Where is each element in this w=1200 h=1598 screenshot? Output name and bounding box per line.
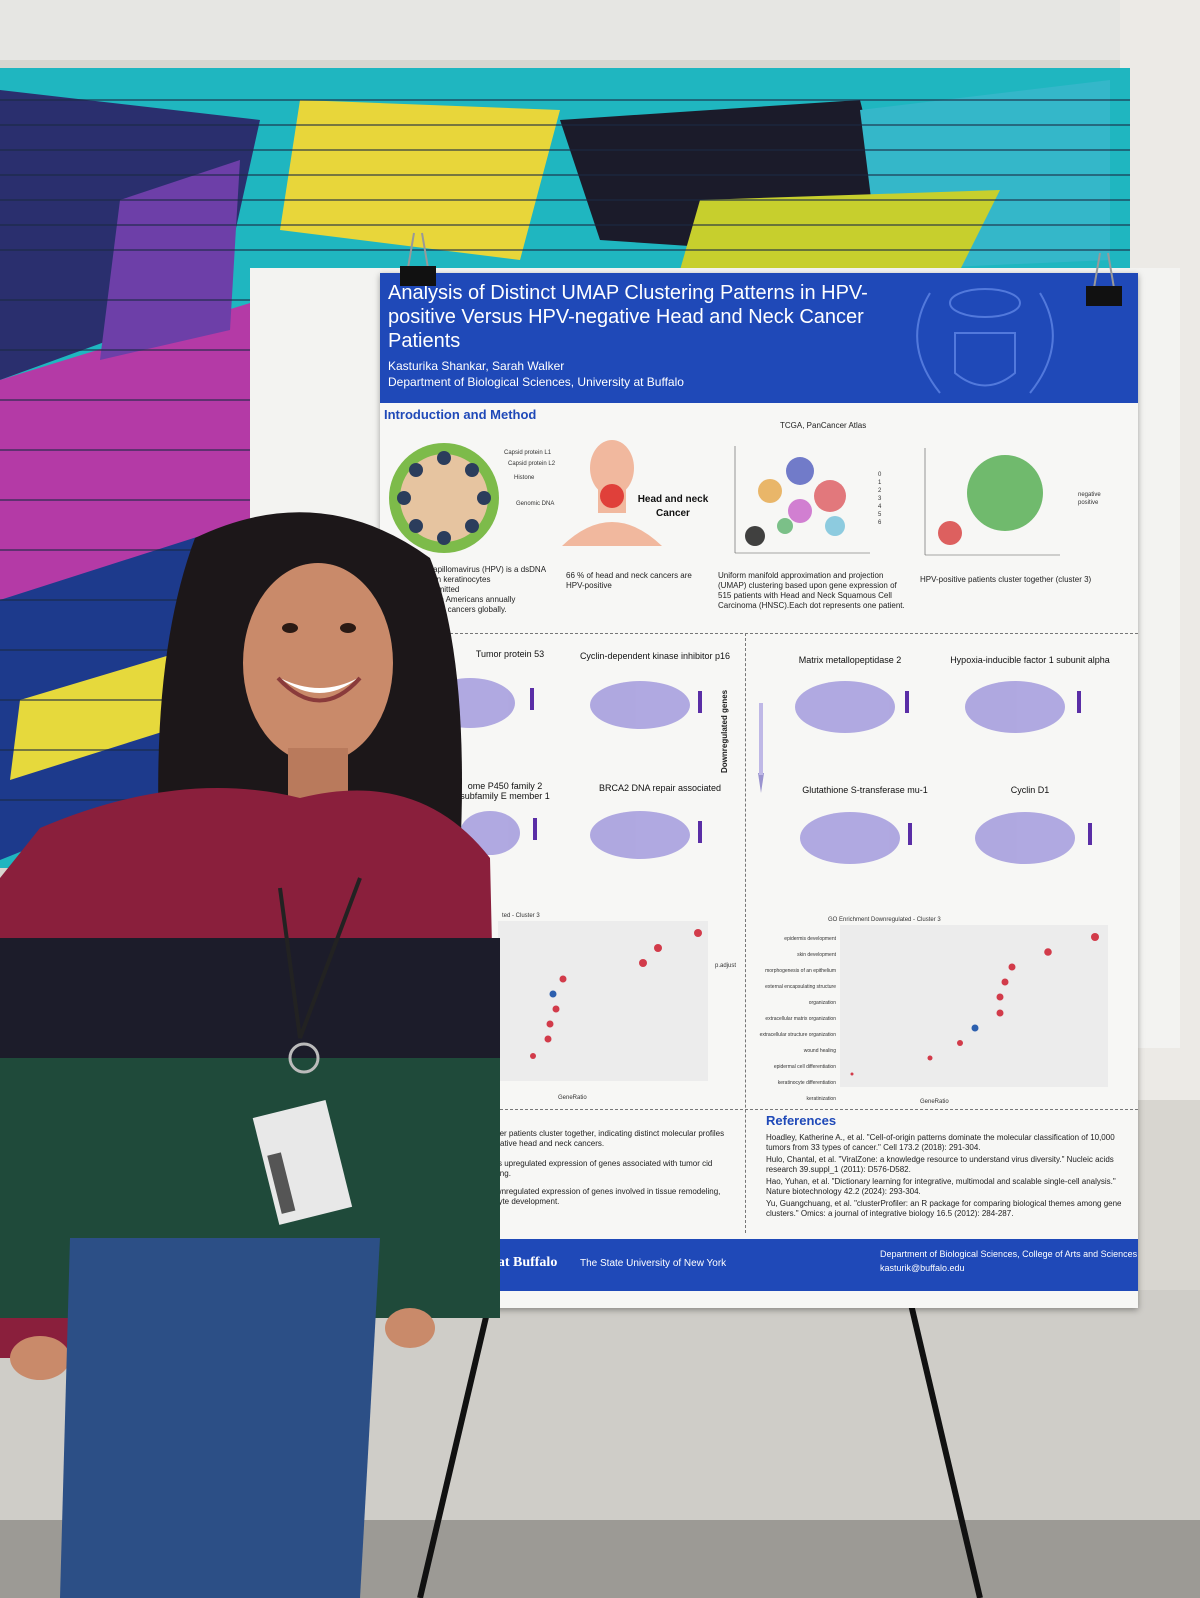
section-divider — [380, 633, 1138, 634]
plot-title-brca2: BRCA2 DNA repair associated — [598, 783, 722, 793]
conclusion-1: eck cancer patients cluster together, in… — [468, 1129, 725, 1148]
poster-banner: Analysis of Distinct UMAP Clustering Pat… — [380, 273, 1138, 403]
footer-email: kasturik@buffalo.edu — [880, 1263, 965, 1273]
head-neck-label: Head and neck Cancer — [637, 494, 709, 519]
poster-department: Department of Biological Sciences, Unive… — [388, 375, 684, 389]
head-neck-figure — [562, 440, 662, 546]
binder-clip-icon — [1086, 252, 1122, 306]
virus-label: Genomic DNA — [516, 501, 555, 507]
reference-2: Hulo, Chantal, et al. "ViralZone: a know… — [766, 1155, 1114, 1174]
poster-title: Analysis of Distinct UMAP Clustering Pat… — [388, 282, 868, 352]
virus-label: Capsid protein L2 — [508, 461, 556, 467]
poster-authors: Kasturika Shankar, Sarah Walker — [388, 359, 565, 373]
virus-label: Capsid protein L1 — [504, 450, 552, 456]
plot-title-cyp2e1: ome P450 family 2 subfamily E member 1 — [460, 781, 550, 801]
tcga-label: TCGA, PanCancer Atlas — [780, 421, 867, 430]
virus-label: Histone — [514, 475, 535, 481]
hpv-virus-diagram — [389, 443, 499, 553]
conclusion-3: hibits downregulated expression of genes… — [466, 1187, 721, 1206]
section-divider — [380, 1109, 1138, 1110]
plot-title-p16: Cyclin-dependent kinase inhibitor p16 — [579, 651, 731, 661]
gene-expression-plots — [425, 678, 1092, 864]
poster-footer: iversity at Buffalo The State University… — [450, 1239, 1138, 1291]
intro-heading: Introduction and Method — [384, 407, 537, 422]
go-up-xlabel: GeneRatio — [558, 1095, 587, 1101]
reference-1: Hoadley, Katherine A., et al. "Cell-of-o… — [766, 1133, 1115, 1152]
hpv-legend: negative positive — [1078, 492, 1101, 506]
umap-hpv-status-plot — [924, 448, 1060, 556]
plot-title-mmp2: Matrix metallopeptidase 2 — [798, 655, 902, 665]
plot-title-tp53: Tumor protein 53 — [475, 649, 545, 659]
go-downregulated-dotplot — [840, 925, 1108, 1087]
go-down-xlabel: GeneRatio — [920, 1099, 949, 1105]
hn-caption: 66 % of head and neck cancers are HPV-po… — [566, 571, 692, 590]
references-heading: References — [766, 1113, 837, 1128]
column-divider — [745, 633, 746, 1233]
go-up-title: ted - Cluster 3 — [502, 913, 540, 919]
umap-caption: Uniform manifold approximation and proje… — [718, 571, 905, 610]
go-upregulated-dotplot — [498, 921, 708, 1081]
reference-3: Hao, Yuhan, et al. "Dictionary learning … — [766, 1177, 1116, 1196]
plot-title-gstm1: Glutathione S-transferase mu-1 — [802, 785, 928, 795]
go-up-legend: p.adjust — [715, 963, 737, 969]
university-seal-icon — [916, 288, 1054, 394]
footer-department: Department of Biological Sciences, Colle… — [880, 1249, 1138, 1259]
umap-cluster-plot — [734, 446, 870, 554]
footer-subtitle: The State University of New York — [580, 1258, 727, 1269]
reference-4: Yu, Guangchuang, et al. "clusterProfiler… — [766, 1199, 1122, 1218]
binder-clip-icon — [400, 232, 436, 286]
plot-title-ccnd1: Cyclin D1 — [1010, 785, 1050, 795]
go-down-title: GO Enrichment Downregulated - Cluster 3 — [828, 917, 941, 923]
hpv-caption: HPV-positive patients cluster together (… — [920, 575, 1092, 584]
person-figure — [0, 512, 500, 1598]
research-poster: Analysis of Distinct UMAP Clustering Pat… — [380, 273, 1138, 1308]
downregulated-label: Downregulated genes — [720, 689, 729, 773]
go-down-terms: epidermis development skin development mor… — [759, 936, 836, 1102]
plot-title-hif1a: Hypoxia-inducible factor 1 subunit alpha — [950, 655, 1110, 665]
